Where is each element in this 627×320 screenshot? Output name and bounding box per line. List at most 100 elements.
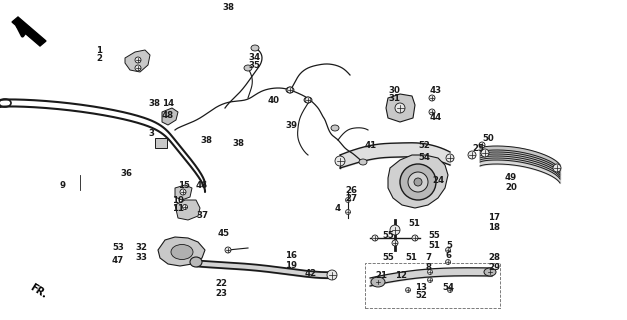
Ellipse shape: [244, 65, 252, 71]
Text: 14: 14: [162, 99, 174, 108]
Circle shape: [372, 235, 378, 241]
Text: 50: 50: [482, 134, 493, 143]
Text: 26: 26: [345, 186, 357, 195]
Text: 39: 39: [285, 121, 297, 130]
Text: 44: 44: [430, 113, 442, 122]
Circle shape: [287, 87, 293, 93]
Circle shape: [406, 287, 411, 292]
Circle shape: [479, 142, 485, 148]
Circle shape: [468, 151, 476, 159]
Text: 38: 38: [200, 136, 212, 145]
Text: 19: 19: [285, 261, 297, 270]
Text: 13: 13: [415, 283, 427, 292]
Text: 3: 3: [148, 129, 154, 138]
Text: 10: 10: [172, 196, 184, 205]
Polygon shape: [386, 94, 415, 122]
Circle shape: [429, 109, 435, 115]
Polygon shape: [158, 237, 205, 266]
Text: 31: 31: [388, 94, 400, 103]
Text: 38: 38: [222, 3, 234, 12]
Bar: [365, 263, 500, 308]
Circle shape: [135, 57, 141, 63]
Text: 17: 17: [488, 213, 500, 222]
Ellipse shape: [171, 244, 193, 260]
Text: 21: 21: [375, 271, 387, 280]
Text: 15: 15: [178, 181, 190, 190]
Text: 20: 20: [505, 183, 517, 192]
Circle shape: [135, 65, 141, 71]
Text: 40: 40: [268, 96, 280, 105]
Bar: [155, 138, 167, 148]
Ellipse shape: [359, 159, 367, 165]
Circle shape: [225, 247, 231, 253]
Text: 55: 55: [382, 253, 394, 262]
Text: 6: 6: [446, 251, 452, 260]
Circle shape: [446, 154, 454, 162]
Circle shape: [375, 279, 381, 285]
Text: 18: 18: [488, 223, 500, 232]
Text: 38: 38: [232, 139, 244, 148]
Text: 55: 55: [428, 231, 440, 240]
Text: 48: 48: [162, 111, 174, 120]
Text: 2: 2: [96, 54, 102, 63]
Circle shape: [345, 210, 350, 214]
Polygon shape: [175, 200, 200, 220]
Text: 52: 52: [415, 291, 427, 300]
Text: 22: 22: [215, 279, 227, 288]
Circle shape: [446, 260, 451, 265]
Text: 12: 12: [395, 271, 407, 280]
Text: 52: 52: [418, 141, 430, 150]
Text: 36: 36: [120, 169, 132, 178]
Circle shape: [429, 95, 435, 101]
Text: 51: 51: [405, 253, 417, 262]
Circle shape: [400, 164, 436, 200]
Text: 46: 46: [196, 181, 208, 190]
Circle shape: [395, 103, 405, 113]
Polygon shape: [12, 17, 46, 46]
Text: 33: 33: [135, 253, 147, 262]
Circle shape: [553, 164, 561, 172]
Text: 9: 9: [60, 181, 66, 190]
Text: 54: 54: [442, 283, 454, 292]
Text: 55: 55: [382, 231, 394, 240]
Text: 5: 5: [446, 241, 452, 250]
Circle shape: [414, 178, 422, 186]
Text: 4: 4: [335, 204, 341, 213]
Circle shape: [392, 240, 398, 246]
Circle shape: [412, 235, 418, 241]
Text: 43: 43: [430, 86, 442, 95]
Text: FR.: FR.: [28, 282, 48, 300]
Text: 51: 51: [428, 241, 440, 250]
Text: 38: 38: [148, 99, 160, 108]
Circle shape: [428, 277, 433, 283]
Ellipse shape: [484, 268, 496, 276]
Polygon shape: [388, 155, 448, 208]
Ellipse shape: [331, 125, 339, 131]
Text: 24: 24: [432, 176, 444, 185]
Ellipse shape: [304, 97, 312, 103]
Circle shape: [305, 97, 311, 103]
Text: 7: 7: [425, 253, 431, 262]
Circle shape: [345, 197, 350, 203]
Circle shape: [446, 247, 451, 252]
Text: 27: 27: [345, 194, 357, 203]
Circle shape: [481, 149, 489, 157]
Text: 32: 32: [135, 243, 147, 252]
Text: 16: 16: [285, 251, 297, 260]
Circle shape: [180, 189, 186, 195]
Polygon shape: [162, 108, 178, 125]
Ellipse shape: [286, 87, 294, 93]
Text: 49: 49: [505, 173, 517, 182]
Text: 51: 51: [408, 219, 420, 228]
Text: 42: 42: [305, 269, 317, 278]
Text: 41: 41: [365, 141, 377, 150]
Circle shape: [487, 269, 493, 275]
Circle shape: [428, 269, 433, 275]
Circle shape: [448, 287, 453, 292]
Ellipse shape: [251, 45, 259, 51]
Text: 11: 11: [172, 204, 184, 213]
Circle shape: [182, 204, 187, 210]
Text: 47: 47: [112, 256, 124, 265]
Circle shape: [327, 270, 337, 280]
Polygon shape: [175, 185, 192, 200]
